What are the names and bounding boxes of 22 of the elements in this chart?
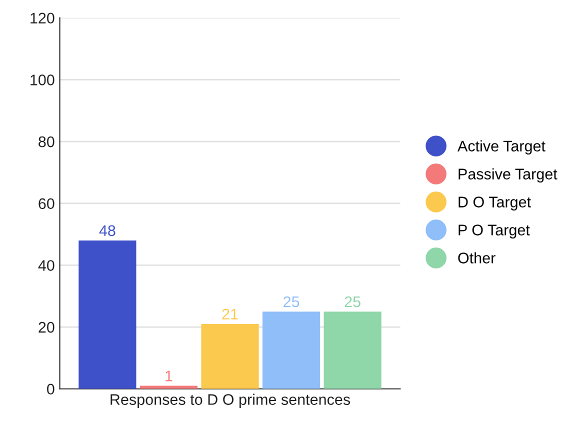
legend-label: Passive Target bbox=[458, 168, 558, 182]
data-label: 21 bbox=[222, 308, 238, 320]
bar bbox=[324, 312, 382, 389]
y-tick-label: 80 bbox=[38, 136, 54, 148]
bar bbox=[78, 240, 136, 389]
legend-label: P O Target bbox=[458, 224, 530, 238]
data-label: 25 bbox=[344, 296, 360, 308]
legend-label: Other bbox=[458, 252, 496, 264]
x-tick-label: Responses to D O prime sentences bbox=[110, 394, 350, 408]
y-tick-label: 60 bbox=[38, 198, 54, 210]
y-tick-label: 40 bbox=[38, 260, 54, 271]
legend-label: D O Target bbox=[458, 196, 531, 210]
bar bbox=[201, 324, 259, 389]
y-tick-label: 100 bbox=[30, 74, 54, 86]
data-label: 48 bbox=[99, 225, 116, 236]
data-label: 1 bbox=[166, 370, 172, 382]
data-label: 25 bbox=[284, 296, 300, 308]
y-tick-label: 20 bbox=[38, 322, 54, 333]
bar bbox=[262, 312, 320, 389]
legend-label: Active Target bbox=[457, 140, 546, 154]
y-tick-label: 120 bbox=[30, 12, 54, 24]
y-tick-label: 0 bbox=[47, 384, 54, 395]
